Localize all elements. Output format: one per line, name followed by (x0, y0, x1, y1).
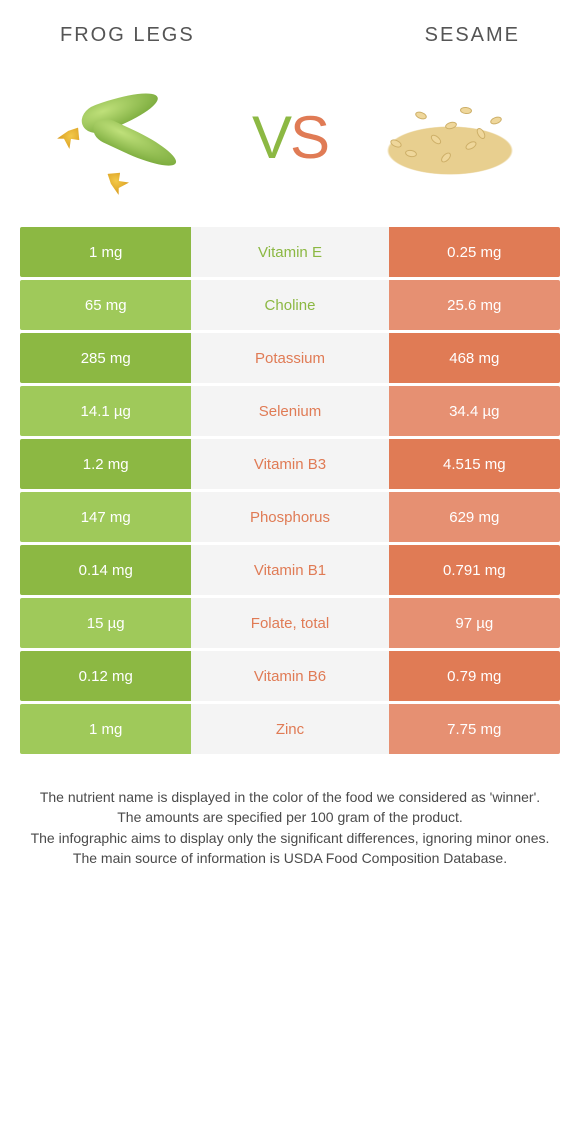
left-value: 147 mg (20, 492, 191, 542)
vs-label: VS (252, 103, 328, 172)
left-value: 0.12 mg (20, 651, 191, 701)
left-value: 1 mg (20, 704, 191, 754)
right-food-title: Sesame (425, 24, 520, 47)
nutrient-label: Selenium (191, 386, 388, 436)
right-value: 629 mg (389, 492, 560, 542)
footer-line: The nutrient name is displayed in the co… (30, 787, 550, 807)
right-value: 7.75 mg (389, 704, 560, 754)
nutrient-label: Vitamin B1 (191, 545, 388, 595)
table-row: 65 mgCholine25.6 mg (20, 280, 560, 330)
table-row: 147 mgPhosphorus629 mg (20, 492, 560, 542)
nutrient-label: Choline (191, 280, 388, 330)
table-row: 1.2 mgVitamin B34.515 mg (20, 439, 560, 489)
hero-row: VS (0, 57, 580, 227)
left-food-title: Frog legs (60, 24, 195, 47)
sesame-icon (370, 77, 530, 197)
table-row: 1 mgZinc7.75 mg (20, 704, 560, 754)
table-row: 0.14 mgVitamin B10.791 mg (20, 545, 560, 595)
right-value: 34.4 µg (389, 386, 560, 436)
vs-s: S (290, 104, 328, 171)
footer-line: The infographic aims to display only the… (30, 828, 550, 848)
table-row: 15 µgFolate, total97 µg (20, 598, 560, 648)
nutrient-label: Potassium (191, 333, 388, 383)
footer-notes: The nutrient name is displayed in the co… (0, 757, 580, 868)
right-value: 0.791 mg (389, 545, 560, 595)
right-value: 25.6 mg (389, 280, 560, 330)
table-row: 1 mgVitamin E0.25 mg (20, 227, 560, 277)
left-value: 65 mg (20, 280, 191, 330)
right-value: 0.79 mg (389, 651, 560, 701)
right-value: 468 mg (389, 333, 560, 383)
left-value: 15 µg (20, 598, 191, 648)
nutrient-table: 1 mgVitamin E0.25 mg65 mgCholine25.6 mg2… (0, 227, 580, 754)
footer-line: The main source of information is USDA F… (30, 848, 550, 868)
nutrient-label: Vitamin B3 (191, 439, 388, 489)
table-row: 285 mgPotassium468 mg (20, 333, 560, 383)
left-value: 285 mg (20, 333, 191, 383)
left-value: 0.14 mg (20, 545, 191, 595)
table-row: 0.12 mgVitamin B60.79 mg (20, 651, 560, 701)
right-value: 4.515 mg (389, 439, 560, 489)
right-value: 0.25 mg (389, 227, 560, 277)
nutrient-label: Vitamin B6 (191, 651, 388, 701)
nutrient-label: Folate, total (191, 598, 388, 648)
nutrient-label: Phosphorus (191, 492, 388, 542)
right-value: 97 µg (389, 598, 560, 648)
left-value: 1 mg (20, 227, 191, 277)
vs-v: V (252, 104, 290, 171)
table-row: 14.1 µgSelenium34.4 µg (20, 386, 560, 436)
left-value: 1.2 mg (20, 439, 191, 489)
nutrient-label: Vitamin E (191, 227, 388, 277)
left-value: 14.1 µg (20, 386, 191, 436)
footer-line: The amounts are specified per 100 gram o… (30, 807, 550, 827)
frog-legs-icon (50, 77, 210, 197)
header: Frog legs Sesame (0, 0, 580, 57)
nutrient-label: Zinc (191, 704, 388, 754)
